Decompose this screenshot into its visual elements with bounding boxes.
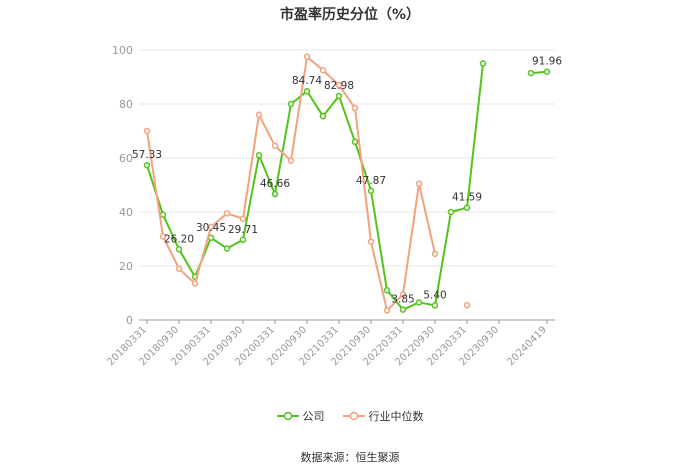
chart-title: 市盈率历史分位（%） [279, 7, 421, 23]
data-point-0 [335, 92, 343, 100]
data-point-0 [255, 152, 263, 159]
data-point-0 [287, 100, 295, 108]
data-point-1 [383, 307, 391, 314]
data-point-1 [159, 233, 167, 240]
data-point-1 [463, 301, 471, 309]
data-point-1 [271, 142, 279, 150]
legend-item-industry[interactable]: 行业中位数 [342, 408, 424, 424]
data-point-1 [351, 104, 359, 112]
data-point-1 [223, 210, 231, 217]
legend-industry-marker-icon [342, 411, 365, 421]
data-point-0 [543, 68, 551, 75]
legend: 公司 行业中位数 [0, 408, 700, 424]
data-point-1 [399, 291, 407, 298]
data-point-0 [527, 69, 535, 77]
data-point-0 [143, 161, 151, 169]
data-point-0 [447, 208, 455, 216]
data-point-1 [367, 238, 375, 245]
data-label: 91.96 [532, 56, 562, 68]
data-point-0 [399, 306, 407, 313]
x-axis: 2018033120180930201903312019093020200331… [105, 320, 549, 368]
data-point-0 [463, 204, 471, 211]
data-label: 30.45 [196, 222, 226, 234]
data-point-0 [175, 246, 183, 253]
data-label: 3.85 [391, 294, 414, 306]
data-label: 26.20 [164, 233, 194, 245]
y-tick-label: 60 [119, 152, 133, 165]
data-point-1 [175, 265, 183, 272]
y-tick-label: 80 [119, 98, 133, 111]
legend-company-label: 公司 [302, 410, 325, 423]
y-tick-label: 40 [119, 206, 133, 219]
data-point-1 [415, 180, 423, 187]
data-point-0 [223, 245, 231, 252]
data-label: 84.74 [292, 75, 322, 87]
legend-company-marker-icon [276, 411, 299, 421]
data-point-0 [479, 60, 487, 67]
data-point-0 [239, 236, 247, 244]
data-source: 数据来源：恒生聚源 [300, 451, 400, 464]
data-label: 82.98 [324, 80, 354, 92]
data-point-1 [431, 250, 439, 258]
data-point-0 [303, 87, 311, 95]
data-point-1 [207, 223, 215, 231]
data-label: 47.87 [356, 175, 386, 187]
data-point-1 [143, 127, 151, 135]
x-tick-label: 20240419 [505, 324, 549, 368]
data-point-0 [319, 112, 327, 120]
data-point-1 [287, 157, 295, 164]
data-point-0 [159, 211, 167, 218]
y-axis: 0 20 40 60 80 100 [112, 44, 133, 327]
data-point-1 [335, 81, 343, 89]
data-point-1 [191, 280, 199, 287]
data-label: 46.66 [260, 178, 290, 190]
data-point-0 [271, 190, 279, 198]
line-chart: 0 20 40 60 80 100 201803312018093020190331201… [105, 44, 562, 368]
data-point-1 [303, 53, 311, 60]
grid-lines [139, 49, 555, 321]
data-label: 5.40 [423, 289, 446, 301]
data-label: 41.59 [452, 192, 482, 204]
data-point-0 [415, 299, 423, 306]
y-tick-label: 0 [126, 314, 133, 327]
data-label: 29.71 [228, 224, 258, 236]
data-point-1 [255, 111, 263, 119]
y-tick-label: 20 [119, 260, 133, 273]
data-point-0 [383, 287, 391, 294]
data-point-0 [431, 302, 439, 309]
series-line-1 [146, 55, 436, 312]
data-point-0 [351, 138, 359, 146]
data-point-1 [239, 215, 247, 222]
data-point-0 [367, 187, 375, 195]
legend-industry-label: 行业中位数 [368, 410, 424, 423]
series-layer [143, 53, 551, 314]
data-label: 57.33 [132, 149, 162, 161]
y-tick-label: 100 [112, 44, 133, 57]
legend-item-company[interactable]: 公司 [276, 408, 325, 424]
data-point-1 [319, 67, 327, 74]
